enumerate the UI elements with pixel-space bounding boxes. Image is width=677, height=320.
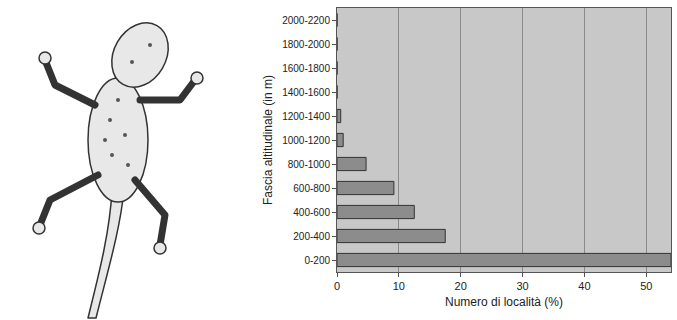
- svg-text:50: 50: [640, 280, 652, 292]
- svg-text:800-1000: 800-1000: [288, 159, 331, 170]
- svg-text:0: 0: [334, 280, 340, 292]
- svg-text:Fascia altitudinale (in m): Fascia altitudinale (in m): [261, 75, 275, 205]
- svg-text:2000-2200: 2000-2200: [282, 15, 330, 26]
- svg-text:600-800: 600-800: [293, 183, 330, 194]
- svg-text:1200-1400: 1200-1400: [282, 111, 330, 122]
- svg-text:30: 30: [516, 280, 528, 292]
- svg-text:10: 10: [393, 280, 405, 292]
- svg-text:1400-1600: 1400-1600: [282, 87, 330, 98]
- svg-text:Numero di località (%): Numero di località (%): [445, 295, 563, 309]
- svg-text:0-200: 0-200: [304, 255, 330, 266]
- svg-text:1000-1200: 1000-1200: [282, 135, 330, 146]
- svg-text:1600-1800: 1600-1800: [282, 63, 330, 74]
- svg-text:1800-2000: 1800-2000: [282, 39, 330, 50]
- svg-text:400-600: 400-600: [293, 207, 330, 218]
- svg-text:200-400: 200-400: [293, 231, 330, 242]
- svg-text:40: 40: [578, 280, 590, 292]
- svg-text:20: 20: [455, 280, 467, 292]
